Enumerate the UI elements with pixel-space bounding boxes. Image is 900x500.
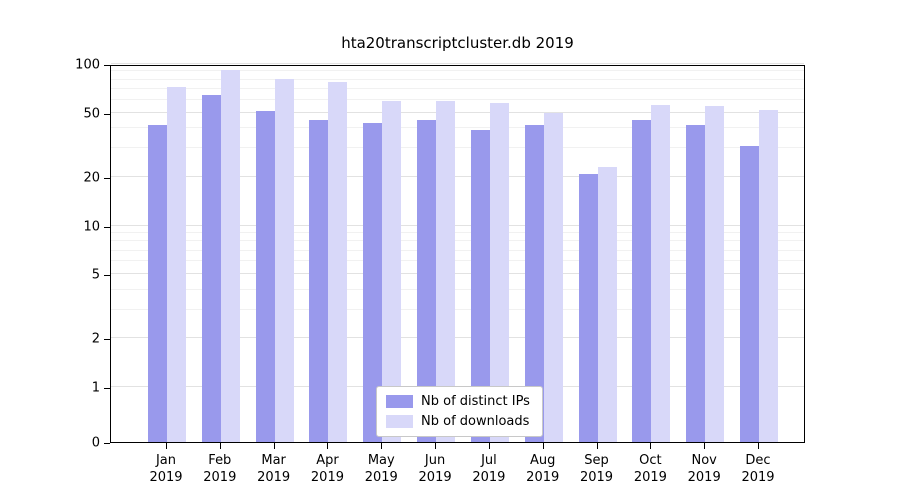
gridline-major <box>111 63 804 64</box>
x-tick-label: Apr 2019 <box>310 453 344 485</box>
bar-downloads-jul <box>489 103 509 442</box>
bar-downloads-nov <box>705 105 725 442</box>
x-tick-mark <box>488 443 490 449</box>
gridline-minor <box>111 308 804 310</box>
gridline-minor <box>111 288 804 290</box>
y-tick-mark <box>104 275 110 277</box>
gridline-major <box>111 175 804 177</box>
x-tick-mark <box>327 443 329 449</box>
bar-downloads-jan <box>167 87 186 442</box>
y-tick-label: 20 <box>83 170 100 186</box>
gridline-major <box>111 224 804 226</box>
y-tick-mark <box>104 113 110 115</box>
y-tick-label: 100 <box>75 57 100 73</box>
x-tick-mark <box>273 443 275 449</box>
y-tick-label: 2 <box>91 331 100 347</box>
bar-distinct-ips-mar <box>255 111 275 442</box>
y-tick-mark <box>104 339 110 341</box>
x-tick-mark <box>219 443 221 449</box>
x-tick-label: Nov 2019 <box>687 453 721 485</box>
legend-label-downloads: Nb of downloads <box>421 414 530 429</box>
bar-distinct-ips-oct <box>632 120 652 442</box>
chart-title: hta20transcriptcluster.db 2019 <box>341 34 574 52</box>
bar-distinct-ips-jun <box>417 120 437 442</box>
gridline-minor <box>111 88 804 90</box>
x-tick-label: Mar 2019 <box>257 453 291 485</box>
y-tick-label: 50 <box>83 106 100 122</box>
gridline-minor <box>111 70 804 72</box>
bar-distinct-ips-aug <box>524 124 544 442</box>
x-tick-label: Jul 2019 <box>472 453 506 485</box>
x-tick-mark <box>381 443 383 449</box>
gridline-minor <box>111 240 804 242</box>
x-tick-label: Oct 2019 <box>633 453 667 485</box>
bar-distinct-ips-may <box>363 123 383 442</box>
y-tick-label: 10 <box>83 219 100 234</box>
y-tick-mark <box>104 65 110 66</box>
gridline-minor <box>111 78 804 80</box>
bar-distinct-ips-apr <box>309 120 329 442</box>
x-tick-label: May 2019 <box>364 453 398 485</box>
x-tick-mark <box>435 443 437 449</box>
bar-downloads-sep <box>597 167 617 442</box>
x-tick-mark <box>542 443 544 449</box>
gridline-minor <box>111 98 804 100</box>
gridline-minor <box>111 231 804 233</box>
legend-item-downloads: Nb of downloads <box>386 414 530 429</box>
bar-downloads-mar <box>274 78 294 442</box>
x-tick-mark <box>166 443 167 449</box>
bar-distinct-ips-feb <box>201 95 221 442</box>
legend: Nb of distinct IPs Nb of downloads <box>376 386 543 437</box>
bar-distinct-ips-jan <box>148 124 167 442</box>
legend-swatch-downloads <box>386 415 413 428</box>
bar-distinct-ips-sep <box>578 173 598 442</box>
gridline-major <box>111 337 804 339</box>
gridline-major <box>111 273 804 275</box>
x-tick-mark <box>758 443 759 449</box>
gridline-major <box>111 111 804 113</box>
bar-downloads-dec <box>759 109 778 442</box>
bar-downloads-oct <box>651 104 671 442</box>
y-tick-mark <box>104 226 110 228</box>
y-tick-mark <box>104 388 110 389</box>
x-tick-label: Dec 2019 <box>741 453 775 485</box>
bar-downloads-may <box>382 101 402 442</box>
x-tick-label: Feb 2019 <box>203 453 237 485</box>
legend-item-distinct-ips: Nb of distinct IPs <box>386 394 530 409</box>
bar-downloads-jun <box>436 101 456 442</box>
bar-distinct-ips-nov <box>686 124 706 442</box>
y-tick-mark <box>104 443 110 444</box>
bar-downloads-aug <box>543 112 563 442</box>
x-tick-label: Jan 2019 <box>149 453 183 485</box>
gridline-minor <box>111 249 804 251</box>
bar-distinct-ips-dec <box>740 146 759 442</box>
bar-distinct-ips-jul <box>470 130 490 442</box>
x-tick-mark <box>596 443 598 449</box>
x-tick-mark <box>704 443 706 449</box>
x-tick-mark <box>650 443 652 449</box>
y-tick-label: 0 <box>91 435 100 451</box>
bar-downloads-feb <box>220 69 240 442</box>
gridline-minor <box>111 127 804 129</box>
x-tick-label: Sep 2019 <box>579 453 614 485</box>
gridline-minor <box>111 147 804 149</box>
plot-area <box>110 63 805 443</box>
legend-swatch-distinct-ips <box>386 395 413 408</box>
gridline-minor <box>111 260 804 262</box>
legend-label-distinct-ips: Nb of distinct IPs <box>421 394 530 409</box>
x-tick-label: Jun 2019 <box>418 453 452 485</box>
x-tick-label: Aug 2019 <box>526 453 560 485</box>
y-tick-mark <box>104 177 110 179</box>
y-tick-label: 5 <box>91 267 100 283</box>
bar-downloads-apr <box>328 82 348 442</box>
y-tick-label: 1 <box>91 380 100 396</box>
